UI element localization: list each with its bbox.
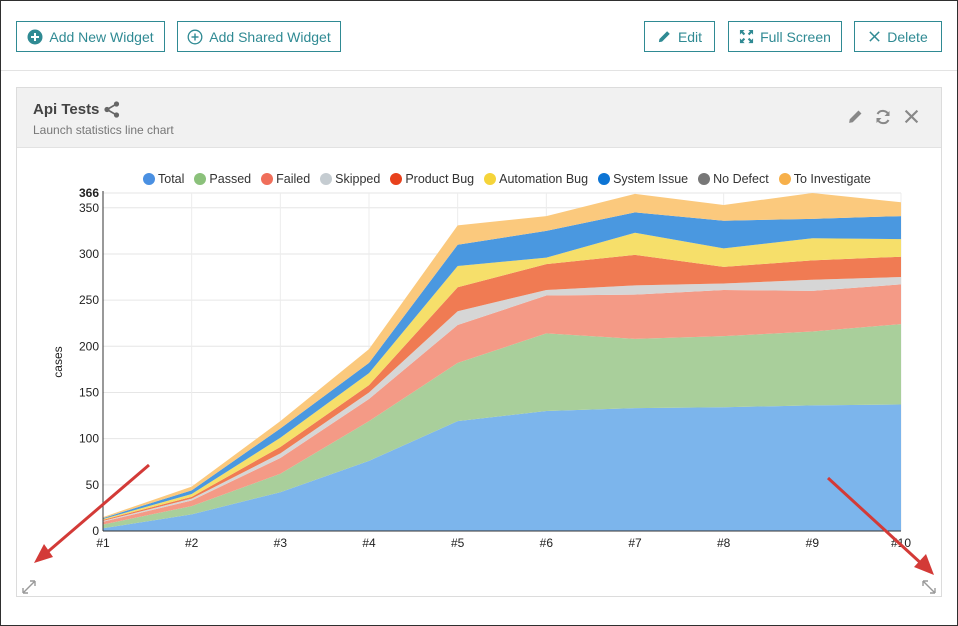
legend-swatch (778, 173, 791, 185)
y-tick-label: 200 (79, 339, 99, 353)
y-tick-label: 100 (79, 432, 99, 446)
legend-swatch (320, 173, 333, 185)
refresh-icon[interactable] (874, 108, 892, 126)
x-tick-label: #5 (451, 536, 465, 550)
legend-label: Total (158, 172, 185, 186)
legend-label: No Defect (713, 172, 769, 186)
x-tick-label: #3 (274, 536, 288, 550)
plus-circle-filled-icon (27, 29, 43, 44)
full-screen-label: Full Screen (760, 28, 831, 45)
area-series-total (103, 404, 901, 531)
chart-legend: Total Passed Failed Skipped Product Bug Autom… (143, 171, 881, 187)
legend-label: Passed (209, 172, 252, 186)
legend-item[interactable]: Automation Bug (484, 172, 588, 186)
legend-swatch (484, 173, 497, 185)
legend-swatch (143, 173, 155, 185)
y-tick-label: 300 (79, 247, 99, 261)
legend-swatch (261, 173, 274, 185)
legend-item[interactable]: Failed (261, 172, 310, 186)
y-tick-label: 50 (86, 478, 100, 492)
x-tick-label: #10 (891, 536, 911, 550)
legend-item[interactable]: To Investigate (778, 172, 871, 186)
x-tick-label: #2 (185, 536, 199, 550)
add-new-widget-label: Add New Widget (49, 28, 154, 45)
edit-widget-pencil-icon[interactable] (847, 108, 864, 125)
share-icon[interactable] (104, 101, 120, 118)
expand-icon (740, 29, 754, 44)
legend-item[interactable]: No Defect (698, 172, 769, 186)
y-tick-label: 150 (79, 385, 99, 399)
legend-swatch (598, 173, 611, 185)
legend-item[interactable]: Skipped (320, 172, 380, 186)
legend-swatch (390, 173, 403, 185)
area-series-failed (103, 284, 901, 525)
x-tick-label: #7 (628, 536, 642, 550)
add-new-widget-button[interactable]: Add New Widget (16, 21, 165, 52)
x-tick-label: #1 (96, 536, 110, 550)
add-shared-widget-label: Add Shared Widget (209, 28, 331, 45)
legend-label: System Issue (613, 172, 689, 186)
dashboard-toolbar: Add New Widget Add Shared Widget Edit Fu… (1, 1, 957, 71)
legend-swatch (194, 173, 207, 185)
widget-header: Api Tests Launch statistics line chart (17, 88, 941, 148)
resize-handle-right-icon[interactable] (921, 579, 937, 595)
x-tick-label: #8 (717, 536, 731, 550)
legend-item[interactable]: Total (143, 172, 184, 186)
area-series-passed (103, 324, 901, 529)
resize-handle-left-icon[interactable] (21, 579, 37, 595)
legend-label: Failed (276, 172, 311, 186)
close-widget-icon[interactable] (904, 109, 919, 124)
legend-label: Product Bug (405, 172, 475, 186)
widget-title: Api Tests (33, 101, 100, 118)
legend-label: Skipped (335, 172, 381, 186)
legend-label: To Investigate (793, 172, 871, 186)
edit-label: Edit (677, 28, 703, 45)
y-tick-label: 250 (79, 293, 99, 307)
legend-item[interactable]: System Issue (598, 172, 688, 186)
legend-item[interactable]: Product Bug (390, 172, 474, 186)
pencil-icon (658, 31, 670, 43)
legend-label: Automation Bug (499, 172, 589, 186)
delete-button[interactable]: Delete (854, 21, 942, 52)
widget-panel: Api Tests Launch statistics line chart T… (16, 87, 942, 597)
y-axis-title: cases (51, 346, 65, 377)
y-tick-label: 350 (79, 201, 99, 215)
full-screen-button[interactable]: Full Screen (728, 21, 842, 52)
x-tick-label: #6 (540, 536, 554, 550)
close-icon (869, 31, 880, 42)
x-tick-label: #9 (806, 536, 820, 550)
add-shared-widget-button[interactable]: Add Shared Widget (177, 21, 341, 52)
y-max-label: 366 (79, 186, 99, 200)
widget-subtitle: Launch statistics line chart (33, 123, 174, 137)
delete-label: Delete (887, 28, 928, 45)
legend-swatch (698, 173, 711, 185)
plus-circle-outline-icon (187, 29, 203, 44)
x-tick-label: #4 (362, 536, 376, 550)
legend-item[interactable]: Passed (194, 172, 251, 186)
edit-button[interactable]: Edit (644, 21, 715, 52)
